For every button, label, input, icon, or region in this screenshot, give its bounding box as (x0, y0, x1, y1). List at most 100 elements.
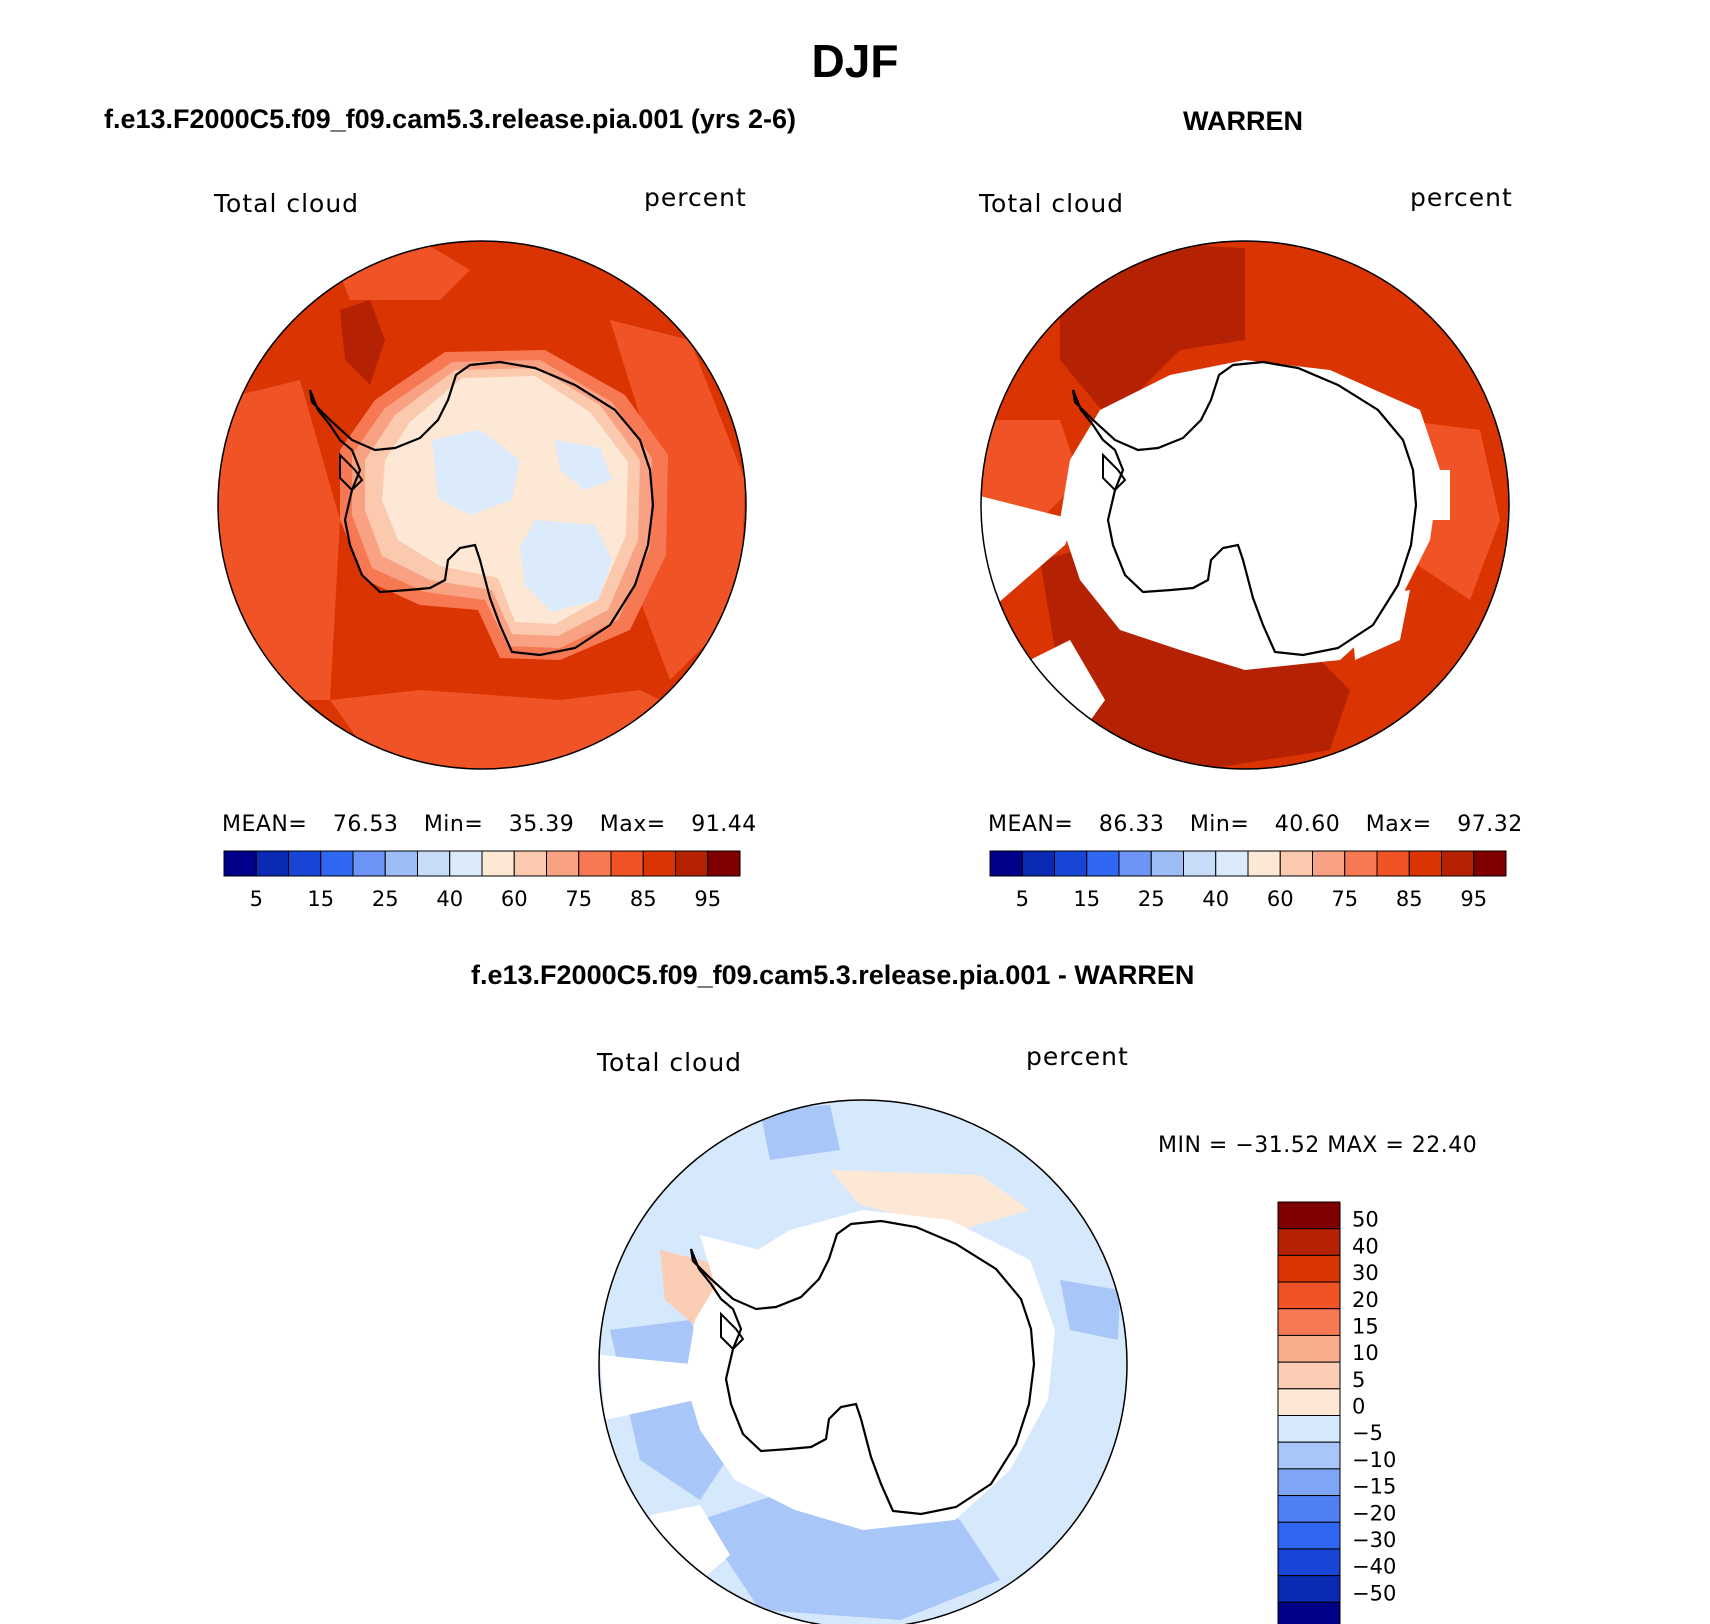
panel2-colorbar-box-14 (1441, 850, 1475, 877)
panel2-colorbar-box-15 (1473, 850, 1507, 877)
panel1-map-border (217, 240, 747, 770)
panel2-colorbar-box-8 (1247, 850, 1281, 877)
panel2-colorbar-box-5 (1150, 850, 1184, 877)
panel3-colorbar-box-13 (1277, 1548, 1341, 1577)
panel3-colorbar-label-9: −10 (1352, 1448, 1396, 1472)
panel3-map-border (598, 1099, 1128, 1624)
panel2-colorbar-box-9 (1279, 850, 1313, 877)
panel1-colorbar-box-8 (481, 850, 515, 877)
panel2-colorbar-box-1 (1021, 850, 1055, 877)
panel3-colorbar-box-2 (1277, 1254, 1341, 1283)
panel3-colorbar-label-8: −5 (1352, 1421, 1383, 1445)
panel2-map (981, 241, 1509, 769)
panel1-plateau-blue-east (520, 520, 612, 612)
panel1-ocean-band-south (330, 690, 700, 769)
panel3-peninsula-coast (720, 1311, 745, 1351)
panel3-coastline (689, 1219, 1036, 1516)
panel1-colorbar-label-4: 60 (501, 887, 528, 911)
panel1-colorbar-box-0 (223, 850, 257, 877)
panel2-peninsula-coast (1102, 452, 1127, 492)
panel1-max-label: Max= (599, 812, 666, 837)
panel3-colorbar-box-12 (1277, 1521, 1341, 1550)
panel3-colorbar-label-11: −20 (1352, 1501, 1396, 1525)
panel3-missing-block-nw (700, 1235, 790, 1320)
panel2-missing-block-sw (1030, 640, 1105, 735)
panel1-colorbar-label-5: 75 (565, 887, 592, 911)
panel3-colorbar-box-5 (1277, 1334, 1341, 1363)
panel3-colorbar-box-4 (1277, 1308, 1341, 1336)
panel1-dark-patch (340, 300, 385, 385)
panel3-colorbar-box-9 (1277, 1441, 1341, 1470)
panel1-peninsula-coast (339, 452, 364, 492)
panel3-blue-patch-east (1060, 1280, 1120, 1340)
panel3-colorbar-box-8 (1277, 1415, 1341, 1443)
panel2-missing-block-east (1390, 470, 1450, 520)
panel3-colorbar-box-14 (1277, 1575, 1341, 1603)
right-panel-title: WARREN (1183, 106, 1303, 136)
panel2-colorbar-box-11 (1344, 850, 1378, 877)
panel3-colorbar-box-15 (1277, 1601, 1341, 1624)
panel2-variable-label: Total cloud (979, 189, 1125, 218)
panel2-min-value: 40.60 (1274, 812, 1341, 837)
panel2-missing-ring (1060, 360, 1440, 670)
panel2-mean-value: 86.33 (1098, 812, 1165, 837)
panel3-colorbar-label-13: −40 (1352, 1555, 1396, 1579)
panel2-colorbar-box-13 (1408, 850, 1442, 877)
panel2-colorbar-box-6 (1183, 850, 1217, 877)
panel3-variable-label: Total cloud (597, 1048, 743, 1077)
panel1-colorbar-box-14 (675, 850, 709, 877)
panel2-max-value: 97.32 (1457, 812, 1523, 837)
panel1-colorbar-label-3: 40 (436, 887, 463, 911)
panel1-min-label: Min= (423, 812, 484, 837)
panel3-colorbar-label-10: −15 (1352, 1475, 1396, 1499)
panel1-map (218, 241, 746, 769)
panel3-colorbar-label-12: −30 (1352, 1528, 1396, 1552)
panel1-coastline (308, 360, 655, 657)
panel2-colorbar: 5 15 25 40 60 75 85 95 (989, 850, 1507, 911)
panel2-colorbar-box-12 (1376, 850, 1410, 877)
panel3-blue-patch-north (760, 1105, 840, 1160)
panel1-plateau-blue-west (432, 430, 520, 515)
panel1-colorbar: 5 15 25 40 60 75 85 95 (223, 850, 741, 911)
panel1-mean-value: 76.53 (332, 812, 399, 837)
panel2-mean-label: MEAN= (988, 812, 1074, 837)
panel2-colorbar-label-5: 75 (1331, 887, 1358, 911)
panel2-colorbar-label-0: 5 (1016, 887, 1029, 911)
panel1-min-value: 35.39 (508, 812, 575, 837)
panel1-max-value: 91.44 (691, 812, 757, 837)
panel1-units-label: percent (644, 183, 747, 212)
panel2-colorbar-label-6: 85 (1396, 887, 1423, 911)
panel1-colorbar-box-13 (642, 850, 676, 877)
panel1-colorbar-label-0: 5 (250, 887, 263, 911)
panel1-colorbar-box-5 (384, 850, 418, 877)
panel3-colorbar-box-7 (1277, 1388, 1341, 1416)
panel3-colorbar-box-3 (1277, 1281, 1341, 1310)
panel2-colorbar-box-7 (1215, 850, 1249, 877)
page-title: DJF (811, 35, 899, 87)
panel1-colorbar-box-1 (255, 850, 289, 877)
panel3-red-patch-north (830, 1170, 1030, 1230)
panel1-colorbar-box-2 (288, 850, 322, 877)
bottom-panel-title: f.e13.F2000C5.f09_f09.cam5.3.release.pia… (471, 960, 1195, 990)
panel3-colorbar-box-6 (1277, 1361, 1341, 1390)
panel1-colorbar-label-6: 85 (630, 887, 657, 911)
panel2-missing-block-west (981, 496, 1075, 610)
panel1-colorbar-box-3 (320, 850, 354, 877)
panel3-colorbar-label-14: −50 (1352, 1581, 1396, 1605)
panel2-colorbar-box-4 (1118, 850, 1152, 877)
panel1-colorbar-box-9 (513, 850, 547, 877)
panel1-colorbar-label-2: 25 (372, 887, 399, 911)
panel1-colorbar-box-10 (546, 850, 580, 877)
panel2-units-label: percent (1410, 183, 1513, 212)
panel3-colorbar-box-1 (1277, 1228, 1341, 1256)
panel3-colorbar-label-7: 0 (1352, 1395, 1365, 1419)
panel1-stats: MEAN= 76.53 Min= 35.39 Max= 91.44 (222, 812, 757, 837)
panel1-ocean-band-west (218, 380, 340, 700)
left-panel-title: f.e13.F2000C5.f09_f09.cam5.3.release.pia… (104, 104, 796, 134)
panel3-units-label: percent (1026, 1042, 1129, 1071)
panel1-colorbar-box-12 (610, 850, 644, 877)
panel3-colorbar-box-10 (1277, 1468, 1341, 1497)
panel2-stats: MEAN= 86.33 Min= 40.60 Max= 97.32 (988, 812, 1523, 837)
panel2-dark-band-north (1060, 245, 1245, 420)
